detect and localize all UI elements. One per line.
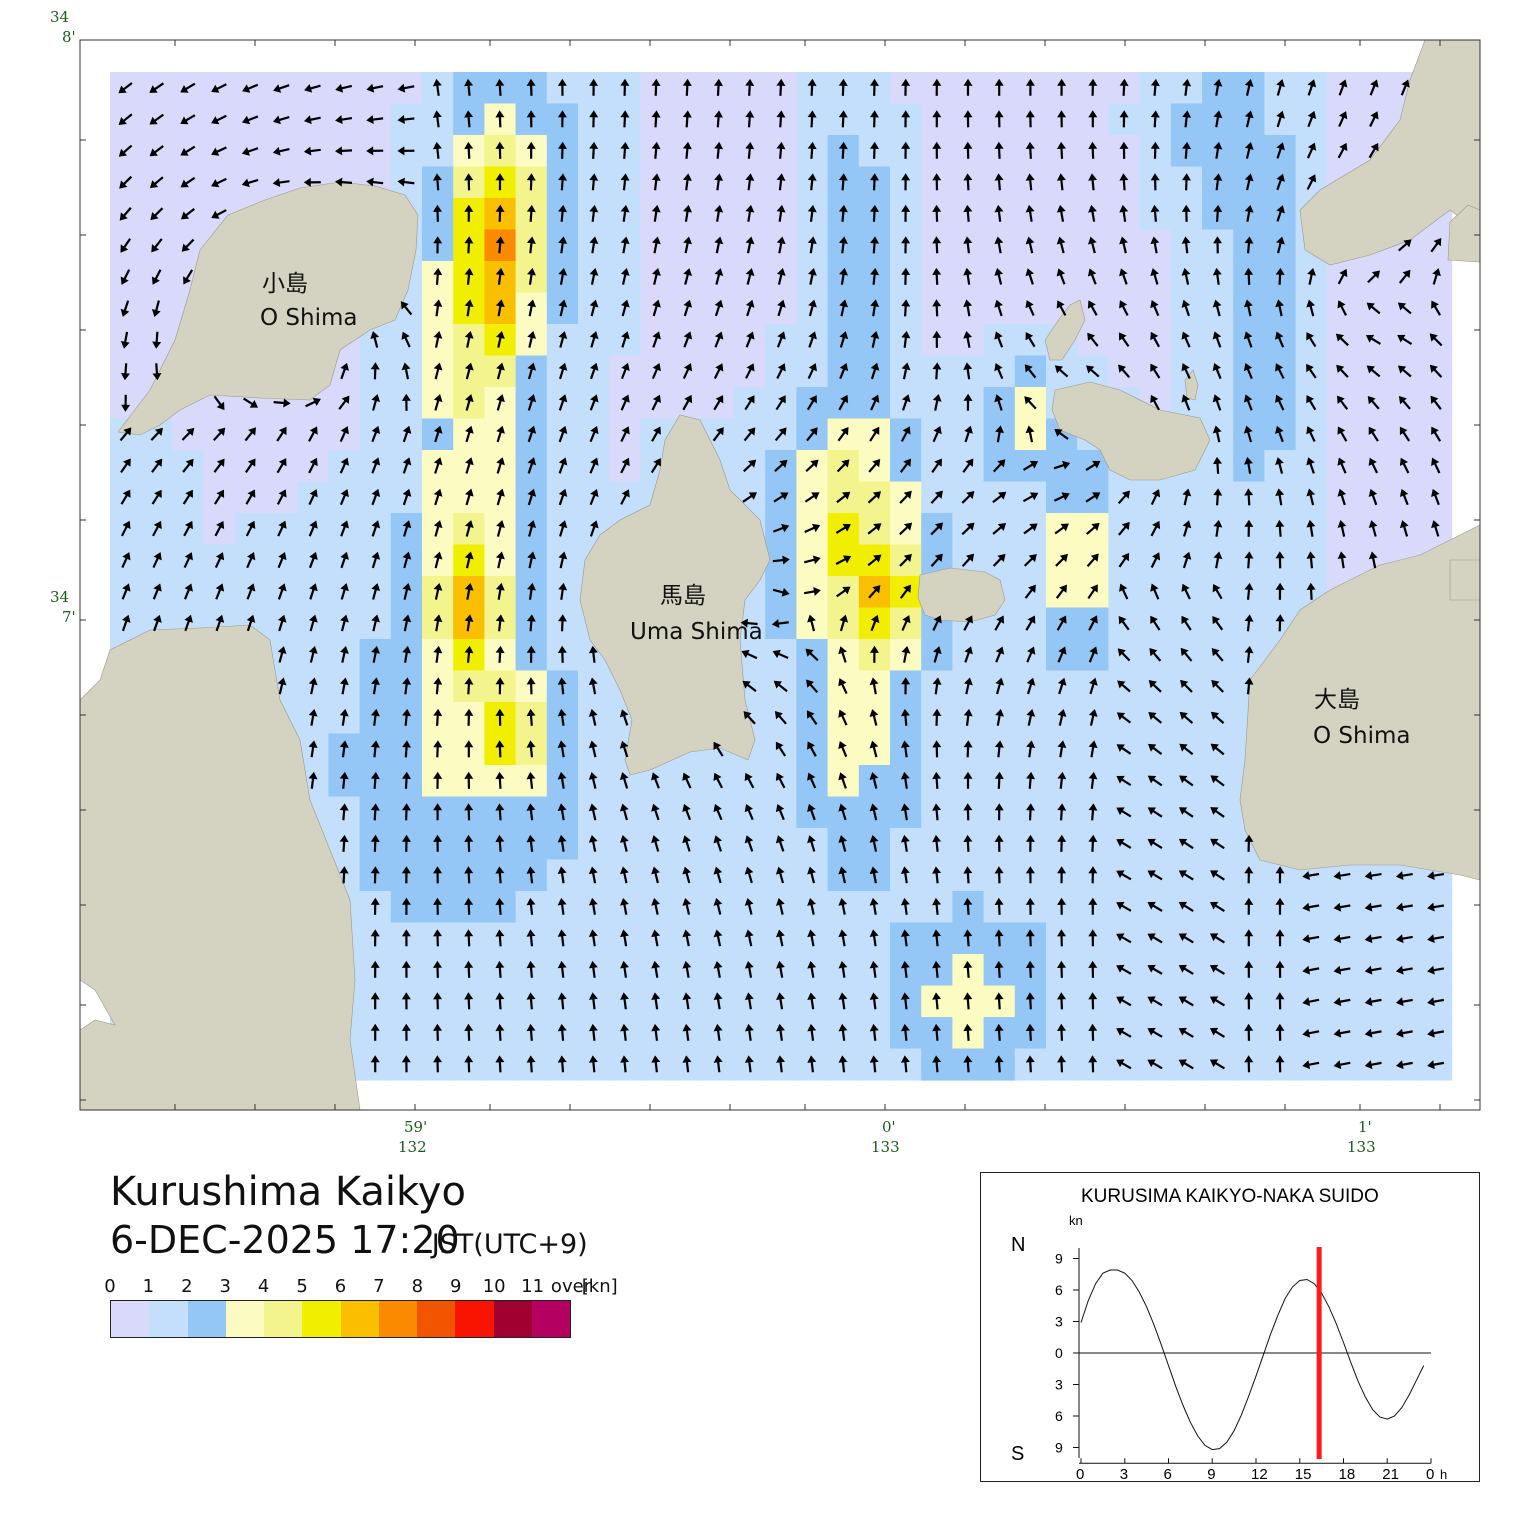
- lat-label-top-deg: 34: [50, 8, 69, 26]
- title-block: Kurushima Kaikyo 6-DEC-2025 17:20JST(UTC…: [110, 1168, 588, 1262]
- lon-label-1-min: 1': [1358, 1118, 1372, 1136]
- legend-swatch: [302, 1301, 341, 1337]
- tide-x-tick: 21: [1382, 1466, 1399, 1481]
- tide-x-unit: h: [1440, 1467, 1447, 1481]
- legend-tick: 5: [296, 1276, 308, 1297]
- tide-graph: KURUSIMA KAIKYO-NAKA SUIDO kn N S 9 6 3 0 3 6…: [1011, 1186, 1447, 1481]
- legend-swatch: [111, 1301, 150, 1337]
- lon-label-0-min: 0': [882, 1118, 896, 1136]
- legend-tick: 7: [373, 1276, 385, 1297]
- legend-tick: 3: [219, 1276, 231, 1297]
- legend-unit: [kn]: [581, 1276, 618, 1297]
- tide-x-tick: 3: [1120, 1466, 1128, 1481]
- island-label-umashima-ja: 馬島: [660, 583, 706, 609]
- island-label-oshima-en: O Shima: [1313, 723, 1410, 749]
- island-label-oshima-ja: 大島: [1314, 687, 1360, 713]
- legend-tick: 6: [334, 1276, 347, 1297]
- legend-swatch: [378, 1301, 417, 1337]
- tide-graph-unit: kn: [1069, 1213, 1083, 1228]
- lat-label-mid-min: 7': [62, 608, 76, 626]
- land-polygon: [1447, 204, 1481, 263]
- legend-swatch: [531, 1301, 570, 1337]
- island-label-koshima-ja: 小島: [262, 271, 308, 297]
- tide-y-tick: 3: [1055, 1377, 1063, 1393]
- lon-label-59-deg: 132: [398, 1138, 427, 1156]
- legend-swatch: [149, 1301, 188, 1337]
- lon-label-59-min: 59': [404, 1118, 427, 1136]
- legend-tick: 1: [142, 1276, 155, 1297]
- tide-y-tick: 3: [1055, 1314, 1063, 1330]
- tide-north-label: N: [1011, 1234, 1025, 1256]
- legend-swatch: [264, 1301, 303, 1337]
- forecast-datetime: 6-DEC-2025 17:20: [110, 1218, 460, 1262]
- tide-x-tick: 0: [1426, 1466, 1434, 1481]
- legend-swatch: [340, 1301, 379, 1337]
- tide-y-tick: 0: [1055, 1345, 1063, 1361]
- legend-tick: 2: [181, 1276, 193, 1297]
- tide-curve: [1080, 1269, 1425, 1451]
- current-map: 34 8' 34 7' 59' 132 0' 133 1' 133 小島 O S…: [50, 8, 1481, 1156]
- datetime-row: 6-DEC-2025 17:20JST(UTC+9): [110, 1218, 588, 1262]
- legend-swatch: [187, 1301, 226, 1337]
- tide-y-tick: 6: [1055, 1282, 1063, 1298]
- lat-label-top-min: 8': [62, 28, 76, 46]
- legend-tick: 11: [521, 1276, 545, 1297]
- lat-label-mid-deg: 34: [50, 588, 69, 606]
- lon-label-0-deg: 133: [871, 1138, 900, 1156]
- land-polygon: [1449, 559, 1481, 601]
- tide-graph-title: KURUSIMA KAIKYO-NAKA SUIDO: [1081, 1186, 1379, 1207]
- legend-tick: 9: [450, 1276, 462, 1297]
- timezone-label: JST(UTC+9): [431, 1229, 588, 1260]
- legend-swatch: [493, 1301, 532, 1337]
- island-label-koshima-en: O Shima: [260, 305, 357, 331]
- tide-y-tick: 9: [1055, 1251, 1063, 1267]
- legend-tick: 4: [257, 1276, 270, 1297]
- tide-south-label: S: [1011, 1443, 1024, 1465]
- lon-label-1-deg: 133: [1347, 1138, 1376, 1156]
- legend-swatch: [225, 1301, 264, 1337]
- legend-tick-labels: 0 1 2 3 4 5 6 7 8 9 10 11 over [kn]: [104, 1276, 617, 1300]
- legend-swatch: [455, 1301, 494, 1337]
- land-polygon: [917, 567, 1006, 623]
- strait-name: Kurushima Kaikyo: [110, 1169, 466, 1215]
- legend-tick: 0: [104, 1276, 116, 1297]
- legend-tick: 8: [411, 1276, 424, 1297]
- tide-y-tick: 9: [1055, 1440, 1063, 1456]
- legend-swatch: [417, 1301, 456, 1337]
- tide-y-tick: 6: [1055, 1408, 1063, 1424]
- tide-x-tick: 15: [1295, 1466, 1312, 1481]
- tide-x-tick: 18: [1339, 1466, 1356, 1481]
- tide-x-tick: 0: [1076, 1466, 1084, 1481]
- tide-graph-panel: KURUSIMA KAIKYO-NAKA SUIDO kn N S 9 6 3 0 3 6…: [980, 1172, 1480, 1482]
- tide-x-tick: 9: [1207, 1466, 1215, 1481]
- legend-tick: 10: [482, 1276, 506, 1297]
- tide-x-tick: 12: [1251, 1466, 1268, 1481]
- tide-x-tick: 6: [1164, 1466, 1172, 1481]
- speed-legend: 0 1 2 3 4 5 6 7 8 9 10 11 over [kn]: [104, 1276, 618, 1338]
- island-label-umashima-en: Uma Shima: [630, 619, 763, 645]
- legend-color-bar: [110, 1300, 571, 1338]
